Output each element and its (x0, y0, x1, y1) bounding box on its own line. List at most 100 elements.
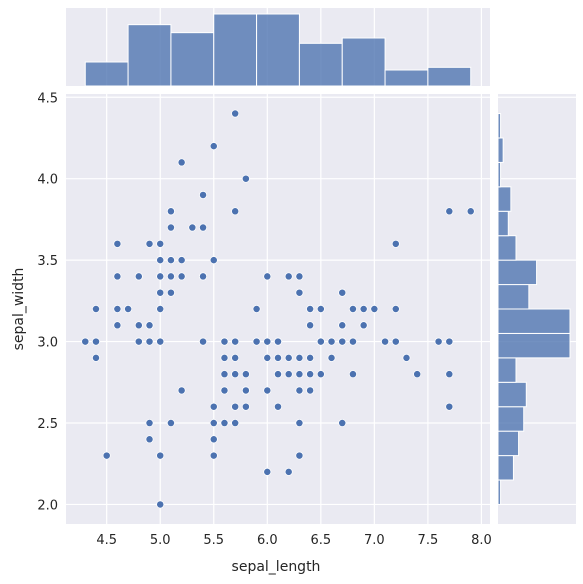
histogram-bar (127, 24, 172, 87)
scatter-point (145, 435, 154, 444)
scatter-point (145, 337, 154, 346)
histogram-bar (497, 406, 525, 432)
scatter-point (274, 370, 282, 379)
scatter-point (166, 288, 175, 297)
histogram-bar (497, 308, 571, 334)
scatter-point (209, 451, 218, 460)
scatter-point (391, 239, 400, 248)
scatter-point (348, 370, 357, 379)
scatter-point (231, 337, 240, 346)
histogram-bar (497, 284, 530, 310)
scatter-point (359, 305, 368, 313)
scatter-point (284, 353, 293, 362)
x-axis-label: sepal_length (232, 559, 321, 575)
histogram-bar (497, 259, 538, 286)
histogram-bar (497, 430, 520, 457)
scatter-point (338, 419, 347, 427)
scatter-point (306, 386, 315, 395)
scatter-point (316, 370, 325, 379)
x-tick-label: 5.0 (150, 533, 171, 548)
scatter-point (284, 467, 293, 476)
histogram-bar (427, 66, 472, 87)
scatter-point (199, 272, 208, 281)
scatter-point (445, 402, 454, 411)
histogram-bar (497, 210, 509, 237)
top-marginal-histogram (84, 13, 472, 87)
y-tick-label: 3.0 (37, 336, 58, 351)
scatter-point (391, 337, 400, 346)
scatter-point (231, 402, 240, 411)
scatter-point (241, 402, 250, 411)
scatter-point (381, 337, 390, 346)
y-tick-labels: 2.0 2.5 3.0 3.5 4.0 4.5 (37, 91, 58, 513)
scatter-point (274, 353, 282, 362)
scatter-point (156, 337, 165, 346)
x-tick-label: 7.0 (364, 533, 385, 548)
scatter-point (295, 386, 304, 395)
scatter-point (231, 370, 240, 379)
scatter-point (434, 337, 443, 346)
scatter-point (231, 207, 240, 216)
histogram-bar (497, 357, 517, 383)
scatter-point (231, 109, 240, 118)
x-tick-label: 6.0 (257, 533, 278, 548)
scatter-point (220, 419, 229, 427)
scatter-point (113, 321, 122, 330)
scatter-point (241, 370, 250, 379)
scatter-point (177, 386, 186, 395)
scatter-point (391, 305, 400, 313)
y-axis-label: sepal_width (11, 268, 27, 351)
histogram-bar (497, 455, 514, 481)
x-tick-labels: 4.5 5.0 5.5 6.0 6.5 7.0 7.5 8.0 (96, 533, 491, 548)
y-tick-label: 3.5 (37, 254, 58, 269)
scatter-point (156, 256, 165, 265)
histogram-bar (497, 332, 571, 359)
y-tick-label: 2.5 (37, 417, 58, 432)
scatter-point (220, 337, 229, 346)
scatter-point (274, 402, 282, 411)
scatter-point (134, 337, 143, 346)
scatter-point (102, 451, 111, 460)
x-tick-label: 4.5 (96, 533, 117, 548)
scatter-point (316, 337, 325, 346)
scatter-point (92, 337, 100, 346)
scatter-point (177, 158, 186, 167)
scatter-point (177, 272, 186, 281)
histogram-bar (497, 186, 512, 212)
scatter-point (199, 337, 208, 346)
scatter-point (92, 305, 100, 313)
scatter-point (145, 321, 154, 330)
scatter-point (134, 321, 143, 330)
scatter-point (113, 305, 122, 313)
scatter-point (263, 337, 272, 346)
y-tick-label: 4.0 (37, 173, 58, 188)
scatter-point (156, 288, 165, 297)
scatter-point (166, 419, 175, 427)
scatter-point (209, 142, 218, 151)
scatter-point (295, 370, 304, 379)
scatter-point (348, 337, 357, 346)
scatter-point (220, 370, 229, 379)
histogram-bar (497, 479, 502, 505)
histogram-bar (384, 69, 429, 87)
scatter-point (92, 353, 100, 362)
scatter-point (145, 419, 154, 427)
scatter-point (156, 239, 165, 248)
scatter-point (274, 337, 282, 346)
scatter-point (156, 500, 165, 509)
scatter-point (241, 174, 250, 183)
scatter-point (252, 305, 261, 313)
scatter-point (295, 451, 304, 460)
scatter-point (466, 207, 475, 216)
histogram-bar (84, 61, 129, 87)
x-tick-label: 5.5 (203, 533, 224, 548)
histogram-bar (497, 161, 502, 188)
histogram-bar (497, 235, 517, 261)
scatter-point (113, 272, 122, 281)
scatter-point (306, 353, 315, 362)
scatter-point (134, 272, 143, 281)
scatter-point (306, 321, 315, 330)
scatter-point (113, 239, 122, 248)
scatter-point (166, 256, 175, 265)
